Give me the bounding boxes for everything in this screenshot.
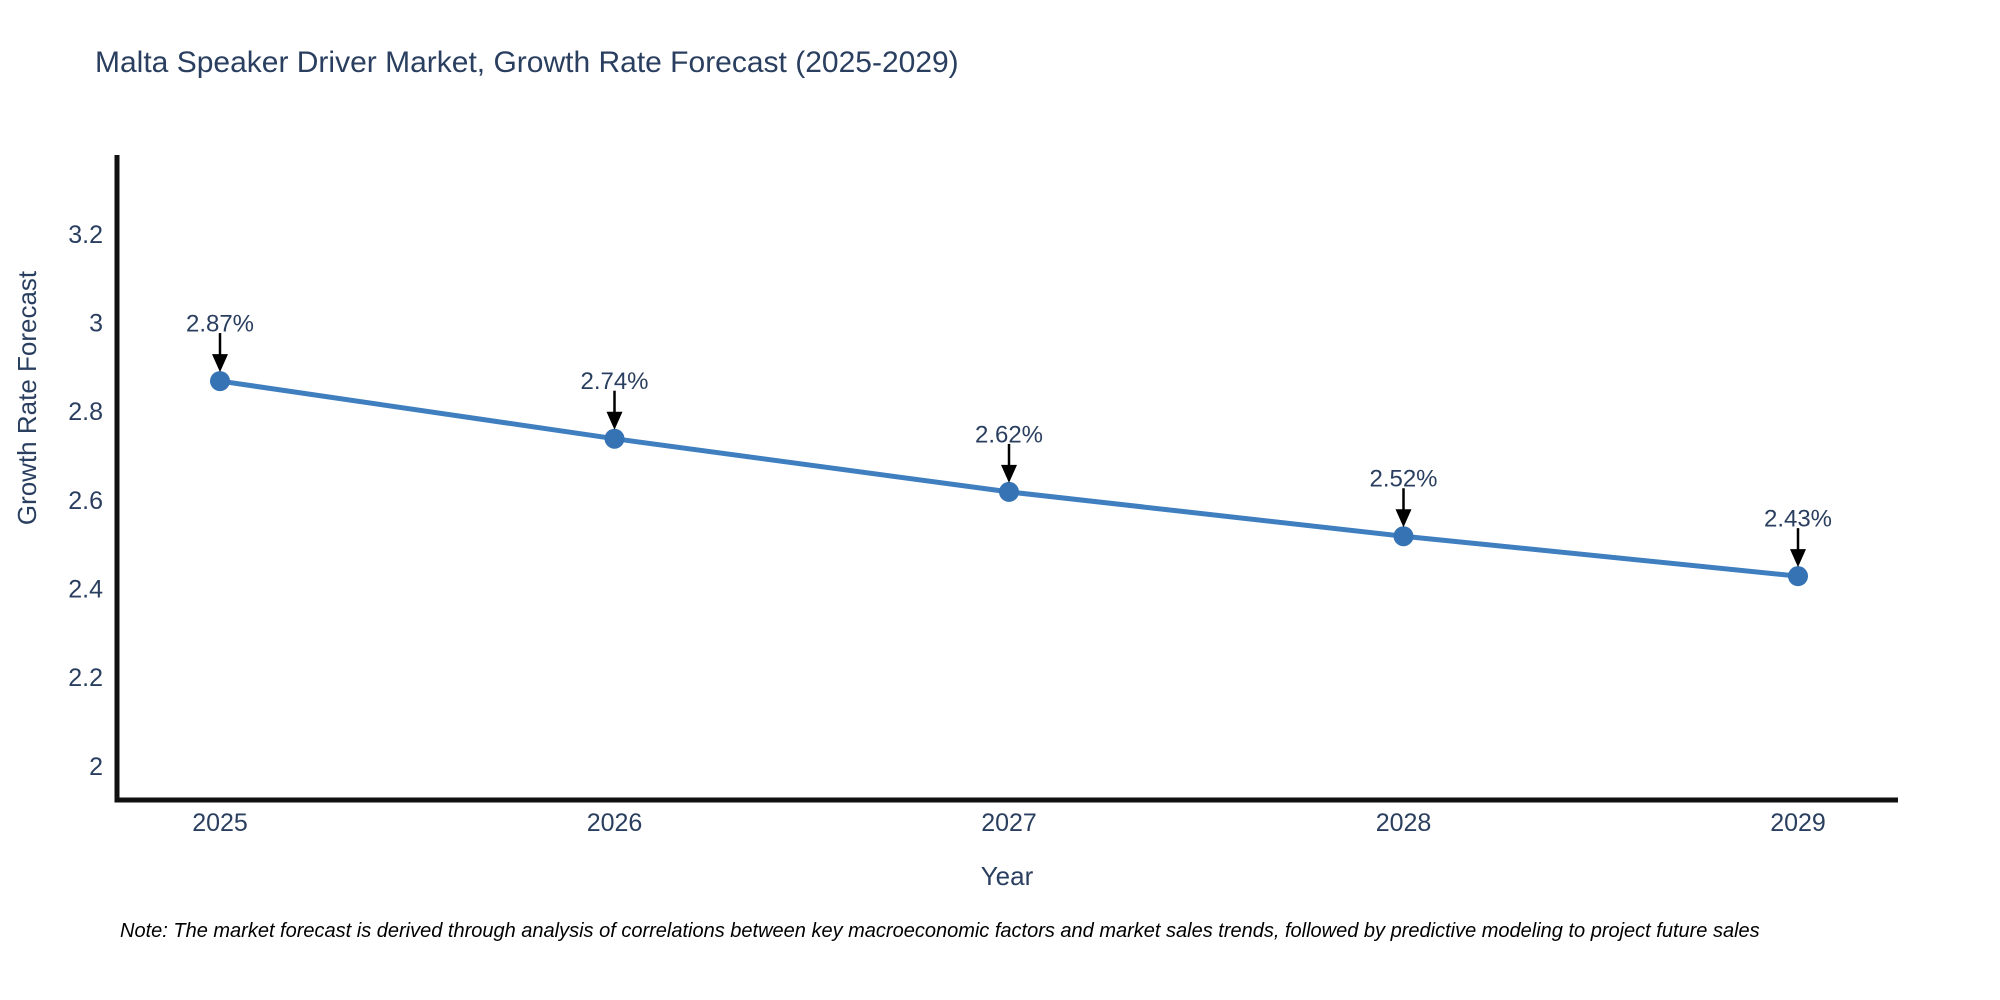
annotation-label: 2.62% [975, 421, 1043, 448]
annotation-label: 2.74% [580, 368, 648, 395]
y-tick-label: 2.2 [68, 664, 103, 692]
annotation-label: 2.52% [1369, 466, 1437, 493]
data-point [604, 428, 625, 449]
data-point [999, 481, 1019, 502]
x-tick-label: 2028 [1376, 809, 1432, 837]
annotation-arrowhead [1001, 464, 1017, 483]
annotation-arrowhead [212, 354, 228, 373]
y-tick-label: 2.4 [68, 575, 103, 603]
y-tick-label: 2 [89, 753, 103, 781]
data-point [210, 371, 230, 392]
annotation-label: 2.87% [186, 311, 254, 338]
annotation-arrowhead [606, 411, 623, 430]
footnote: Note: The market forecast is derived thr… [120, 920, 1760, 942]
y-tick-label: 3.2 [68, 221, 103, 249]
annotation-arrowhead [1790, 549, 1806, 568]
y-tick-label: 3 [89, 309, 103, 337]
y-axis-title: Growth Rate Forecast [12, 270, 42, 525]
annotation-label: 2.43% [1764, 506, 1832, 533]
x-tick-label: 2026 [587, 809, 643, 837]
x-tick-label: 2025 [192, 809, 248, 837]
y-tick-label: 2.8 [68, 398, 103, 426]
data-point [1788, 566, 1808, 587]
y-tick-label: 2.6 [68, 487, 103, 515]
x-tick-label: 2029 [1770, 809, 1826, 837]
x-axis-title: Year [981, 861, 1034, 891]
annotation-arrowhead [1395, 509, 1412, 528]
data-point [1393, 526, 1414, 547]
chart-title: Malta Speaker Driver Market, Growth Rate… [95, 46, 959, 79]
x-tick-label: 2027 [981, 809, 1037, 837]
